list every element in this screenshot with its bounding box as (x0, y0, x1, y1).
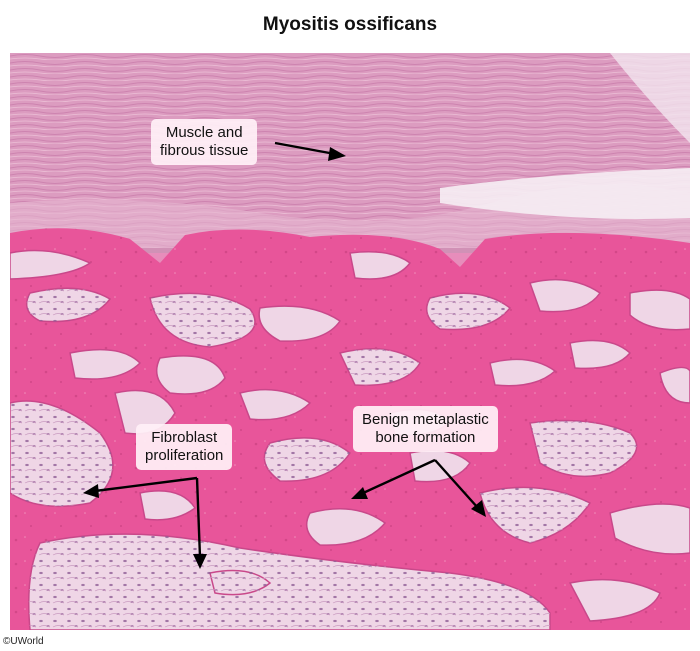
bone-arrow-left (360, 458, 436, 496)
histology-image (10, 53, 690, 630)
muscle-label-line2: fibrous tissue (160, 142, 249, 159)
muscle-label-line1: Muscle and (165, 124, 243, 141)
bone-label-line2: bone formation (375, 429, 476, 446)
fibroblast-label-line2: proliferation (145, 447, 224, 464)
copyright-text: ©UWorld (3, 636, 44, 647)
figure-title: Myositis ossificans (262, 14, 438, 35)
fibroblast-arrow-down (195, 477, 202, 558)
fibroblast-arrow-left (94, 476, 198, 493)
fibroblast-label-line1: Fibroblast (151, 429, 218, 446)
bone-label-line1: Benign metaplastic (362, 411, 489, 428)
bone-arrow-right (434, 459, 479, 509)
fibroblast-label: Fibroblast proliferation (136, 424, 233, 470)
muscle-arrow (274, 141, 336, 156)
muscle-label: Muscle and fibrous tissue (151, 119, 258, 165)
bone-label: Benign metaplastic bone formation (353, 406, 498, 452)
